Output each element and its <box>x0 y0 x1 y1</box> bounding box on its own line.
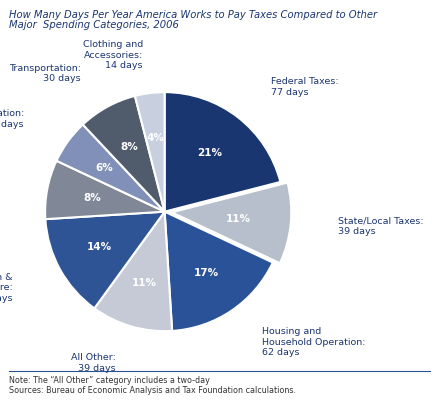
Text: How Many Days Per Year America Works to Pay Taxes Compared to Other: How Many Days Per Year America Works to … <box>9 10 376 20</box>
Text: Health &
Medical Care:
52 days: Health & Medical Care: 52 days <box>0 273 12 303</box>
Wedge shape <box>83 96 164 212</box>
Text: 4%: 4% <box>146 133 164 143</box>
Text: 11%: 11% <box>226 214 251 224</box>
Text: 8%: 8% <box>83 193 100 203</box>
Text: 8%: 8% <box>120 142 138 152</box>
Text: Major  Spending Categories, 2006: Major Spending Categories, 2006 <box>9 20 178 30</box>
Text: Clothing and
Accessories:
14 days: Clothing and Accessories: 14 days <box>82 40 142 70</box>
Wedge shape <box>164 92 280 212</box>
Wedge shape <box>57 124 164 212</box>
Text: Sources: Bureau of Economic Analysis and Tax Foundation calculations.: Sources: Bureau of Economic Analysis and… <box>9 386 295 395</box>
Text: 6%: 6% <box>95 163 113 173</box>
Text: 11%: 11% <box>131 278 156 288</box>
Text: 21%: 21% <box>197 148 222 158</box>
Text: Federal Taxes:
77 days: Federal Taxes: 77 days <box>271 77 338 97</box>
Wedge shape <box>94 212 172 331</box>
Wedge shape <box>171 183 291 263</box>
Text: State/Local Taxes:
39 days: State/Local Taxes: 39 days <box>337 217 422 236</box>
Wedge shape <box>164 212 272 331</box>
Wedge shape <box>134 92 164 212</box>
Text: 14%: 14% <box>87 242 112 252</box>
Wedge shape <box>45 161 164 219</box>
Text: Recreation:
22 days: Recreation: 22 days <box>0 109 24 129</box>
Text: Housing and
Household Operation:
62 days: Housing and Household Operation: 62 days <box>262 327 365 357</box>
Wedge shape <box>45 212 164 308</box>
Text: Transportation:
30 days: Transportation: 30 days <box>9 63 81 83</box>
Text: Note: The “All Other” category includes a two-day: Note: The “All Other” category includes … <box>9 376 212 385</box>
Text: All Other:
39 days: All Other: 39 days <box>71 354 116 373</box>
Text: 17%: 17% <box>193 268 218 278</box>
